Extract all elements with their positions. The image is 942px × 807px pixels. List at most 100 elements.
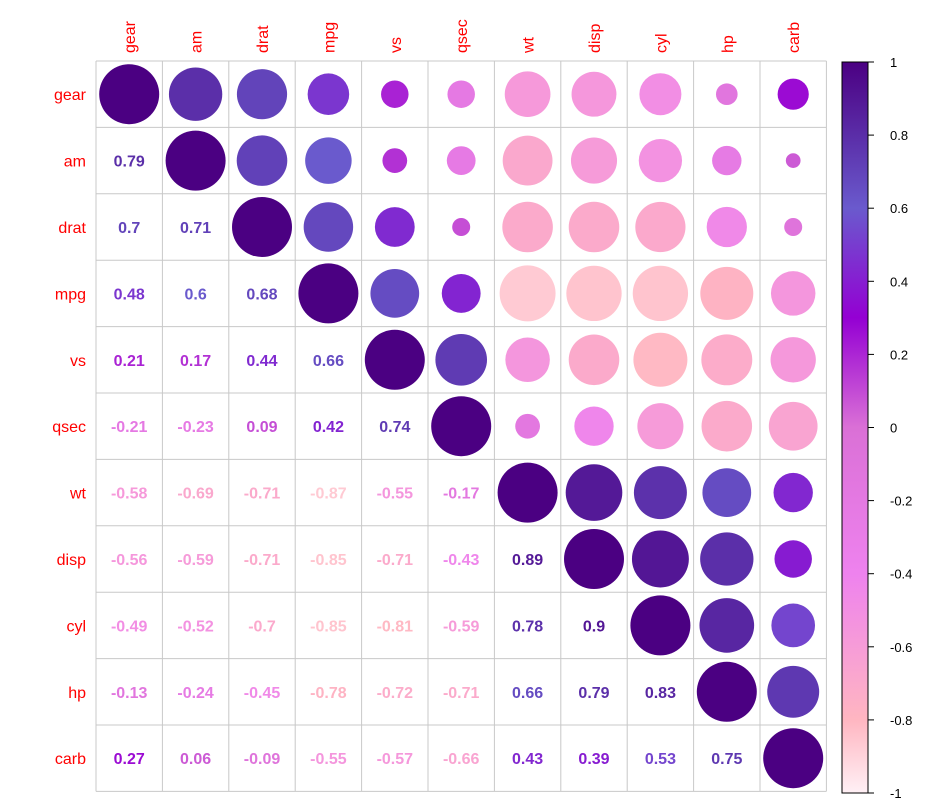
corr-circle-vs-carb xyxy=(770,337,816,383)
corr-value-carb-hp: 0.75 xyxy=(711,751,742,768)
corr-value-disp-vs: -0.71 xyxy=(377,552,414,569)
corr-value-qsec-vs: 0.74 xyxy=(379,419,410,436)
corr-circle-drat-wt xyxy=(502,201,553,253)
corr-circle-wt-cyl xyxy=(633,466,687,520)
corr-value-hp-wt: 0.66 xyxy=(512,685,543,702)
color-bar-tick-label: 0.2 xyxy=(890,347,908,362)
corr-value-qsec-am: -0.23 xyxy=(177,419,214,436)
corr-circle-cyl-carb xyxy=(771,603,816,648)
corr-value-hp-vs: -0.72 xyxy=(377,685,414,702)
corr-value-mpg-gear: 0.48 xyxy=(114,286,145,303)
corr-circle-vs-vs xyxy=(364,329,425,390)
corr-circle-vs-wt xyxy=(505,337,550,383)
corr-circle-gear-wt xyxy=(504,71,551,118)
row-label-carb: carb xyxy=(55,751,86,768)
corr-circle-drat-cyl xyxy=(635,201,686,253)
row-labels: gear am drat mpg vs qsec wt disp cyl hp carb xyxy=(52,87,86,768)
color-bar-tick-label: 1 xyxy=(890,55,897,70)
corr-value-cyl-am: -0.52 xyxy=(177,618,214,635)
corr-circle-gear-qsec xyxy=(447,80,475,108)
corr-circle-mpg-vs xyxy=(370,269,420,318)
corr-value-qsec-mpg: 0.42 xyxy=(313,419,344,436)
corr-circle-cyl-cyl xyxy=(630,595,691,656)
corr-value-hp-drat: -0.45 xyxy=(244,685,281,702)
col-label-qsec: qsec xyxy=(454,19,471,53)
col-label-disp: disp xyxy=(587,24,604,53)
corr-circle-qsec-cyl xyxy=(637,403,684,450)
row-label-drat: drat xyxy=(58,220,86,237)
corr-value-hp-mpg: -0.78 xyxy=(310,685,347,702)
corr-circle-wt-hp xyxy=(702,468,752,517)
corr-value-qsec-drat: 0.09 xyxy=(246,419,277,436)
corr-circle-am-vs xyxy=(382,148,408,173)
row-label-vs: vs xyxy=(70,353,86,370)
corr-circle-qsec-wt xyxy=(515,413,540,439)
corr-value-carb-gear: 0.27 xyxy=(114,751,145,768)
row-label-hp: hp xyxy=(68,685,86,702)
corr-value-vs-am: 0.17 xyxy=(180,353,211,370)
corr-value-disp-wt: 0.89 xyxy=(512,552,543,569)
color-bar-tick-label: -0.2 xyxy=(890,494,912,509)
col-label-drat: drat xyxy=(255,25,272,53)
corr-value-cyl-disp: 0.9 xyxy=(583,618,605,635)
row-label-am: am xyxy=(64,154,86,171)
corr-value-qsec-gear: -0.21 xyxy=(111,419,148,436)
corr-circle-gear-am xyxy=(168,67,223,121)
col-label-mpg: mpg xyxy=(321,22,338,53)
corr-circle-gear-carb xyxy=(777,78,809,110)
corr-value-hp-disp: 0.79 xyxy=(578,685,609,702)
corr-value-hp-gear: -0.13 xyxy=(111,685,148,702)
color-legend: 1 0.8 0.6 0.4 0.2 0 -0.2 -0.4 -0.6 -0.8 -1 xyxy=(841,55,912,801)
corr-value-drat-gear: 0.7 xyxy=(118,220,140,237)
corr-circle-am-am xyxy=(165,130,226,191)
corr-circle-gear-gear xyxy=(99,64,160,125)
matrix-cells: 0.79 0.7 0.71 0.48 0.6 0.68 0.21 0.17 0.44 0.66 -0… xyxy=(99,64,824,789)
corr-value-carb-qsec: -0.66 xyxy=(443,751,480,768)
corr-value-vs-mpg: 0.66 xyxy=(313,353,344,370)
corr-value-disp-qsec: -0.43 xyxy=(443,552,480,569)
column-labels: gear am drat mpg vs qsec wt disp cyl hp carb xyxy=(122,19,803,54)
corr-circle-drat-drat xyxy=(232,197,292,257)
row-label-qsec: qsec xyxy=(52,419,86,436)
corr-value-carb-cyl: 0.53 xyxy=(645,751,676,768)
corr-circle-am-wt xyxy=(502,135,553,186)
corr-value-carb-am: 0.06 xyxy=(180,751,211,768)
corr-circle-am-qsec xyxy=(446,146,476,175)
corr-circle-disp-cyl xyxy=(631,530,689,588)
corr-circle-drat-hp xyxy=(706,206,747,248)
col-label-gear: gear xyxy=(122,20,139,53)
corr-circle-disp-disp xyxy=(564,529,624,589)
col-label-wt: wt xyxy=(521,36,538,54)
col-label-am: am xyxy=(189,31,206,53)
corr-value-wt-gear: -0.58 xyxy=(111,486,148,503)
color-bar-tick-label: 0.8 xyxy=(890,128,908,143)
corr-value-hp-cyl: 0.83 xyxy=(645,685,676,702)
corr-value-disp-mpg: -0.85 xyxy=(310,552,347,569)
color-bar-tick-label: -0.8 xyxy=(890,713,912,728)
row-label-mpg: mpg xyxy=(55,286,86,303)
corr-value-mpg-drat: 0.68 xyxy=(246,286,277,303)
corr-circle-qsec-hp xyxy=(701,400,753,452)
color-bar-tick-label: 0 xyxy=(890,421,897,436)
corr-circle-gear-cyl xyxy=(639,73,682,116)
corr-circle-cyl-hp xyxy=(699,598,755,653)
corr-value-carb-wt: 0.43 xyxy=(512,751,543,768)
corr-circle-vs-hp xyxy=(701,334,753,386)
corr-value-wt-mpg: -0.87 xyxy=(310,486,347,503)
corr-circle-qsec-carb xyxy=(768,401,818,451)
corr-value-carb-drat: -0.09 xyxy=(244,751,281,768)
corr-value-cyl-drat: -0.7 xyxy=(248,618,276,635)
corr-circle-hp-hp xyxy=(696,661,757,722)
row-label-wt: wt xyxy=(69,486,87,503)
corr-circle-qsec-qsec xyxy=(431,396,492,457)
color-bar-tick-label: 0.6 xyxy=(890,201,908,216)
corr-circle-drat-disp xyxy=(568,201,620,253)
corr-value-disp-gear: -0.56 xyxy=(111,552,148,569)
color-bar-tick-label: -0.4 xyxy=(890,567,912,582)
corr-value-wt-drat: -0.71 xyxy=(244,486,281,503)
corr-circle-am-disp xyxy=(570,137,618,184)
corr-circle-mpg-disp xyxy=(566,265,622,322)
corr-value-carb-mpg: -0.55 xyxy=(310,751,347,768)
color-bar-tick-label: -1 xyxy=(890,786,902,801)
